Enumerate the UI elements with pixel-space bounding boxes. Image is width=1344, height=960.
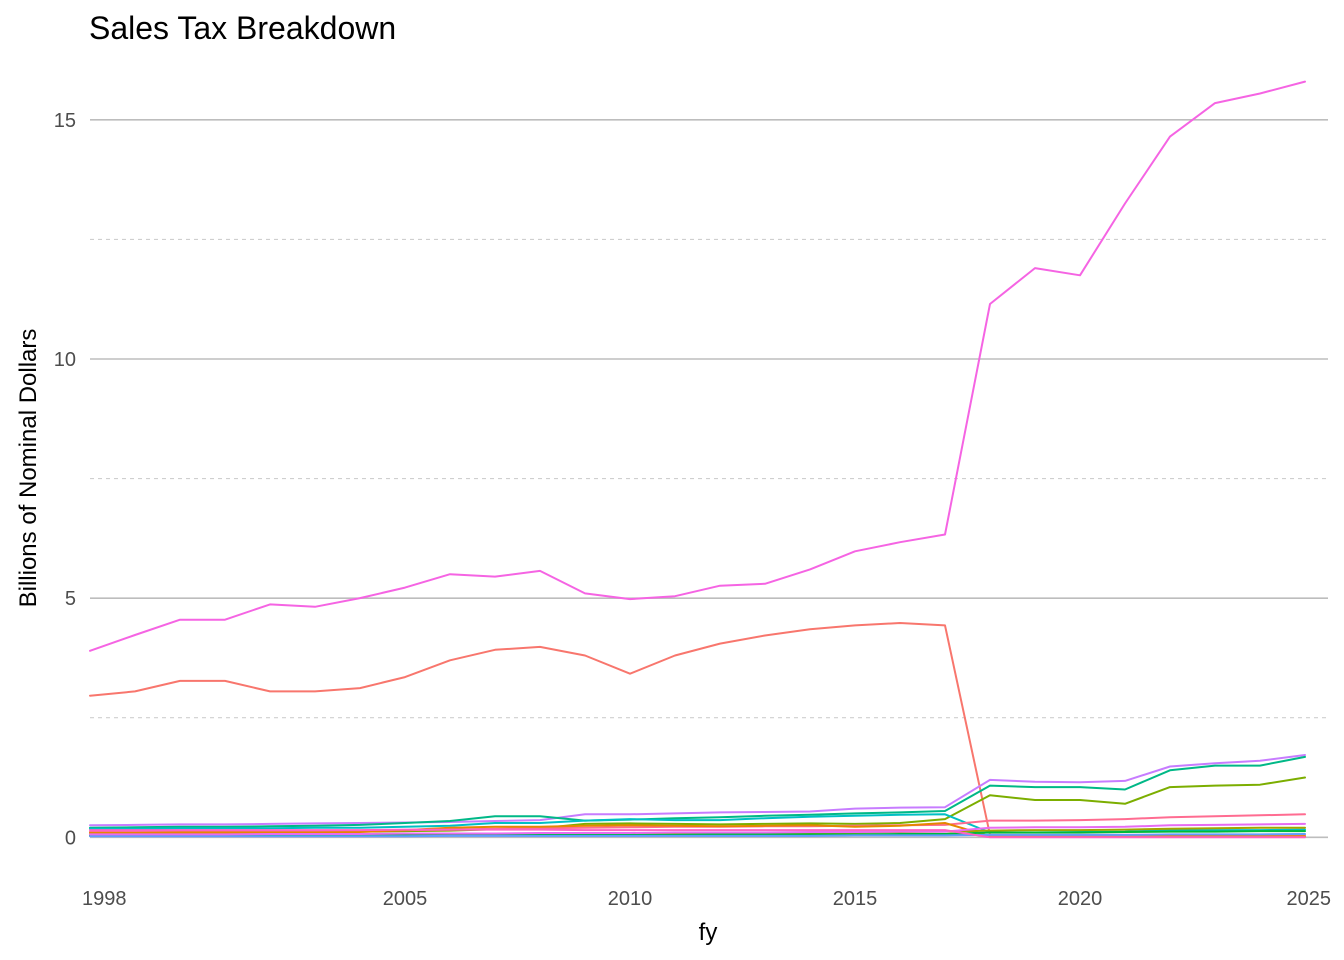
series-line-4 xyxy=(89,755,1306,829)
series-line-11 xyxy=(89,833,1306,838)
y-tick-label: 5 xyxy=(65,588,76,610)
x-tick-label: 2015 xyxy=(833,888,878,910)
series-lines xyxy=(89,80,1306,839)
gridlines xyxy=(90,119,1328,839)
x-tick-label: 1998 xyxy=(82,888,127,910)
y-axis-title: Billions of Nominal Dollars xyxy=(15,329,42,608)
y-tick-label: 15 xyxy=(54,110,76,132)
series-line-3 xyxy=(89,754,1306,827)
x-tick-label: 2025 xyxy=(1287,888,1332,910)
x-tick-label: 2005 xyxy=(383,888,428,910)
x-tick-label: 2010 xyxy=(608,888,653,910)
y-axis-tick-labels: 0 5 10 15 xyxy=(54,110,76,849)
x-axis-title: fy xyxy=(699,919,718,946)
chart-title: Sales Tax Breakdown xyxy=(89,10,397,46)
x-tick-label: 2020 xyxy=(1058,888,1103,910)
series-line-1 xyxy=(89,80,1306,652)
series-line-13 xyxy=(89,828,1306,839)
series-line-12 xyxy=(89,822,1306,836)
y-tick-label: 0 xyxy=(65,827,76,849)
y-tick-label: 10 xyxy=(54,349,76,371)
x-axis-tick-labels: 1998 2005 2010 2015 2020 2025 xyxy=(82,888,1331,910)
